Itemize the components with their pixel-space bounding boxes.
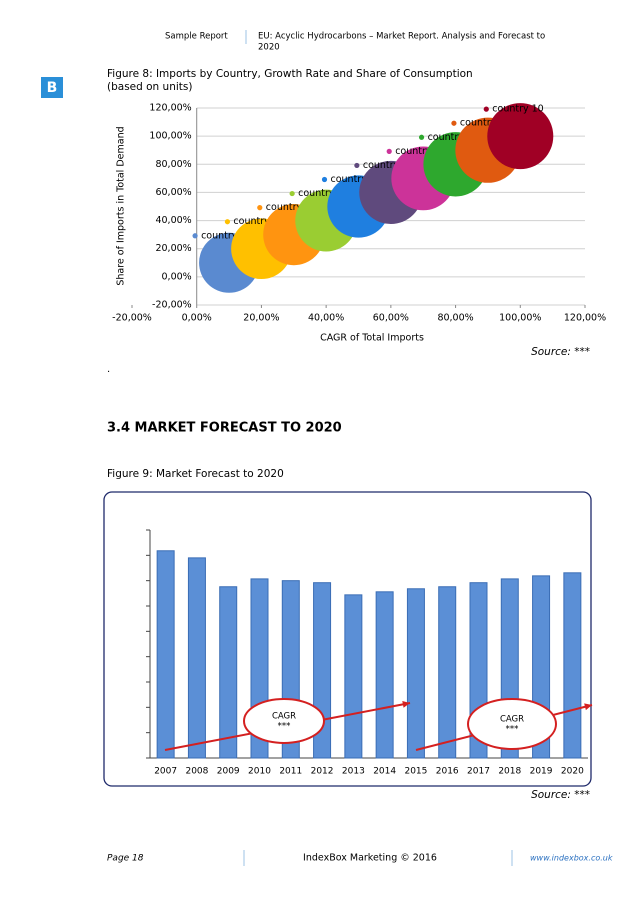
y-tick-label: 40,00% [155, 215, 191, 226]
x-tick-label: 0,00% [182, 313, 212, 324]
annotation-ellipse [243, 698, 325, 744]
figure-caption: (based on units) [107, 81, 192, 93]
figure-caption: Figure 9: Market Forecast to 2020 [107, 468, 284, 480]
x-tick-label: 2014 [373, 767, 396, 777]
legend-key [321, 176, 328, 183]
legend-key [483, 106, 489, 112]
figure-caption: Figure 8: Imports by Country, Growth Rat… [107, 68, 473, 80]
legend-key [289, 190, 295, 197]
bar [344, 594, 363, 759]
annotation: *** [278, 722, 291, 732]
x-tick-label: 2020 [561, 767, 584, 777]
bar [156, 550, 175, 759]
bubble [487, 103, 554, 170]
arrow-head [402, 700, 410, 708]
x-tick-label: 2008 [185, 767, 208, 777]
y-tick-label: 120,00% [149, 103, 191, 114]
bar [219, 586, 238, 759]
x-tick-label: 2013 [342, 767, 365, 777]
x-tick-label: 2010 [248, 767, 271, 777]
x-tick-label: 100,00% [499, 313, 541, 324]
header-right: 2020 [258, 43, 280, 53]
legend-key [257, 205, 263, 211]
section-title: 3.4 MARKET FORECAST TO 2020 [107, 421, 342, 436]
x-tick-label: 2017 [467, 767, 490, 777]
logo-box [41, 77, 63, 98]
legend-key [418, 134, 425, 140]
x-tick-label: 20,00% [243, 313, 279, 324]
header-right: EU: Acyclic Hydrocarbons – Market Report… [258, 32, 545, 42]
legend-key [354, 162, 360, 169]
logo: B [47, 80, 58, 96]
bar [563, 572, 582, 759]
data-label: country 6 [363, 160, 408, 171]
page-number: Page 18 [107, 854, 144, 864]
legend-key [224, 219, 231, 225]
data-label: country 7 [395, 146, 440, 157]
annotation: *** [506, 725, 519, 735]
legend-key [192, 233, 198, 239]
x-tick-label: 2019 [530, 767, 553, 777]
data-label: country 3 [266, 202, 311, 213]
footer-url: www.indexbox.co.uk [530, 854, 613, 863]
y-axis-label: Share of Imports in Total Demand [116, 126, 127, 285]
legend-key [386, 148, 392, 154]
source: Source: *** [531, 789, 590, 801]
y-tick-label: -20,00% [152, 300, 192, 311]
data-label: country 8 [428, 132, 473, 143]
x-tick-label: 60,00% [373, 313, 409, 324]
chart-frame [103, 491, 592, 787]
x-tick-label: 2007 [154, 767, 177, 777]
bar [187, 557, 206, 759]
stray-text: . [107, 364, 110, 375]
x-tick-label: 40,00% [308, 313, 344, 324]
y-tick-label: 60,00% [155, 187, 191, 198]
data-label: country 2 [233, 216, 278, 227]
x-axis-label: CAGR of Total Imports [320, 333, 424, 344]
y-tick-label: 80,00% [155, 159, 191, 170]
x-tick-label: 2016 [436, 767, 459, 777]
data-label: country 1 [201, 230, 246, 241]
data-label: country 4 [298, 188, 343, 199]
data-label: country 9 [460, 118, 505, 129]
data-label: country 10 [492, 104, 543, 115]
legend-key [451, 120, 457, 126]
arrow-head [584, 703, 592, 711]
annotation: CAGR [272, 712, 296, 722]
x-tick-label: 2012 [311, 767, 334, 777]
y-tick-label: 100,00% [149, 131, 191, 142]
x-tick-label: 2011 [279, 767, 302, 777]
annotation-ellipse [467, 698, 557, 750]
footer-center: IndexBox Marketing © 2016 [303, 853, 437, 864]
bar [406, 588, 425, 759]
source: Source: *** [531, 346, 590, 358]
x-tick-label: 2015 [404, 767, 427, 777]
x-tick-label: 120,00% [564, 313, 606, 324]
annotation: CAGR [500, 715, 524, 725]
y-tick-label: 20,00% [155, 243, 191, 254]
data-label: country 5 [331, 174, 376, 185]
bar [438, 586, 457, 759]
y-tick-label: 0,00% [162, 271, 192, 282]
x-tick-label: 2018 [498, 767, 521, 777]
x-tick-label: -20,00% [112, 313, 152, 324]
x-tick-label: 2009 [217, 767, 240, 777]
bar [375, 591, 394, 759]
header-left: Sample Report [165, 32, 228, 42]
x-tick-label: 80,00% [437, 313, 473, 324]
